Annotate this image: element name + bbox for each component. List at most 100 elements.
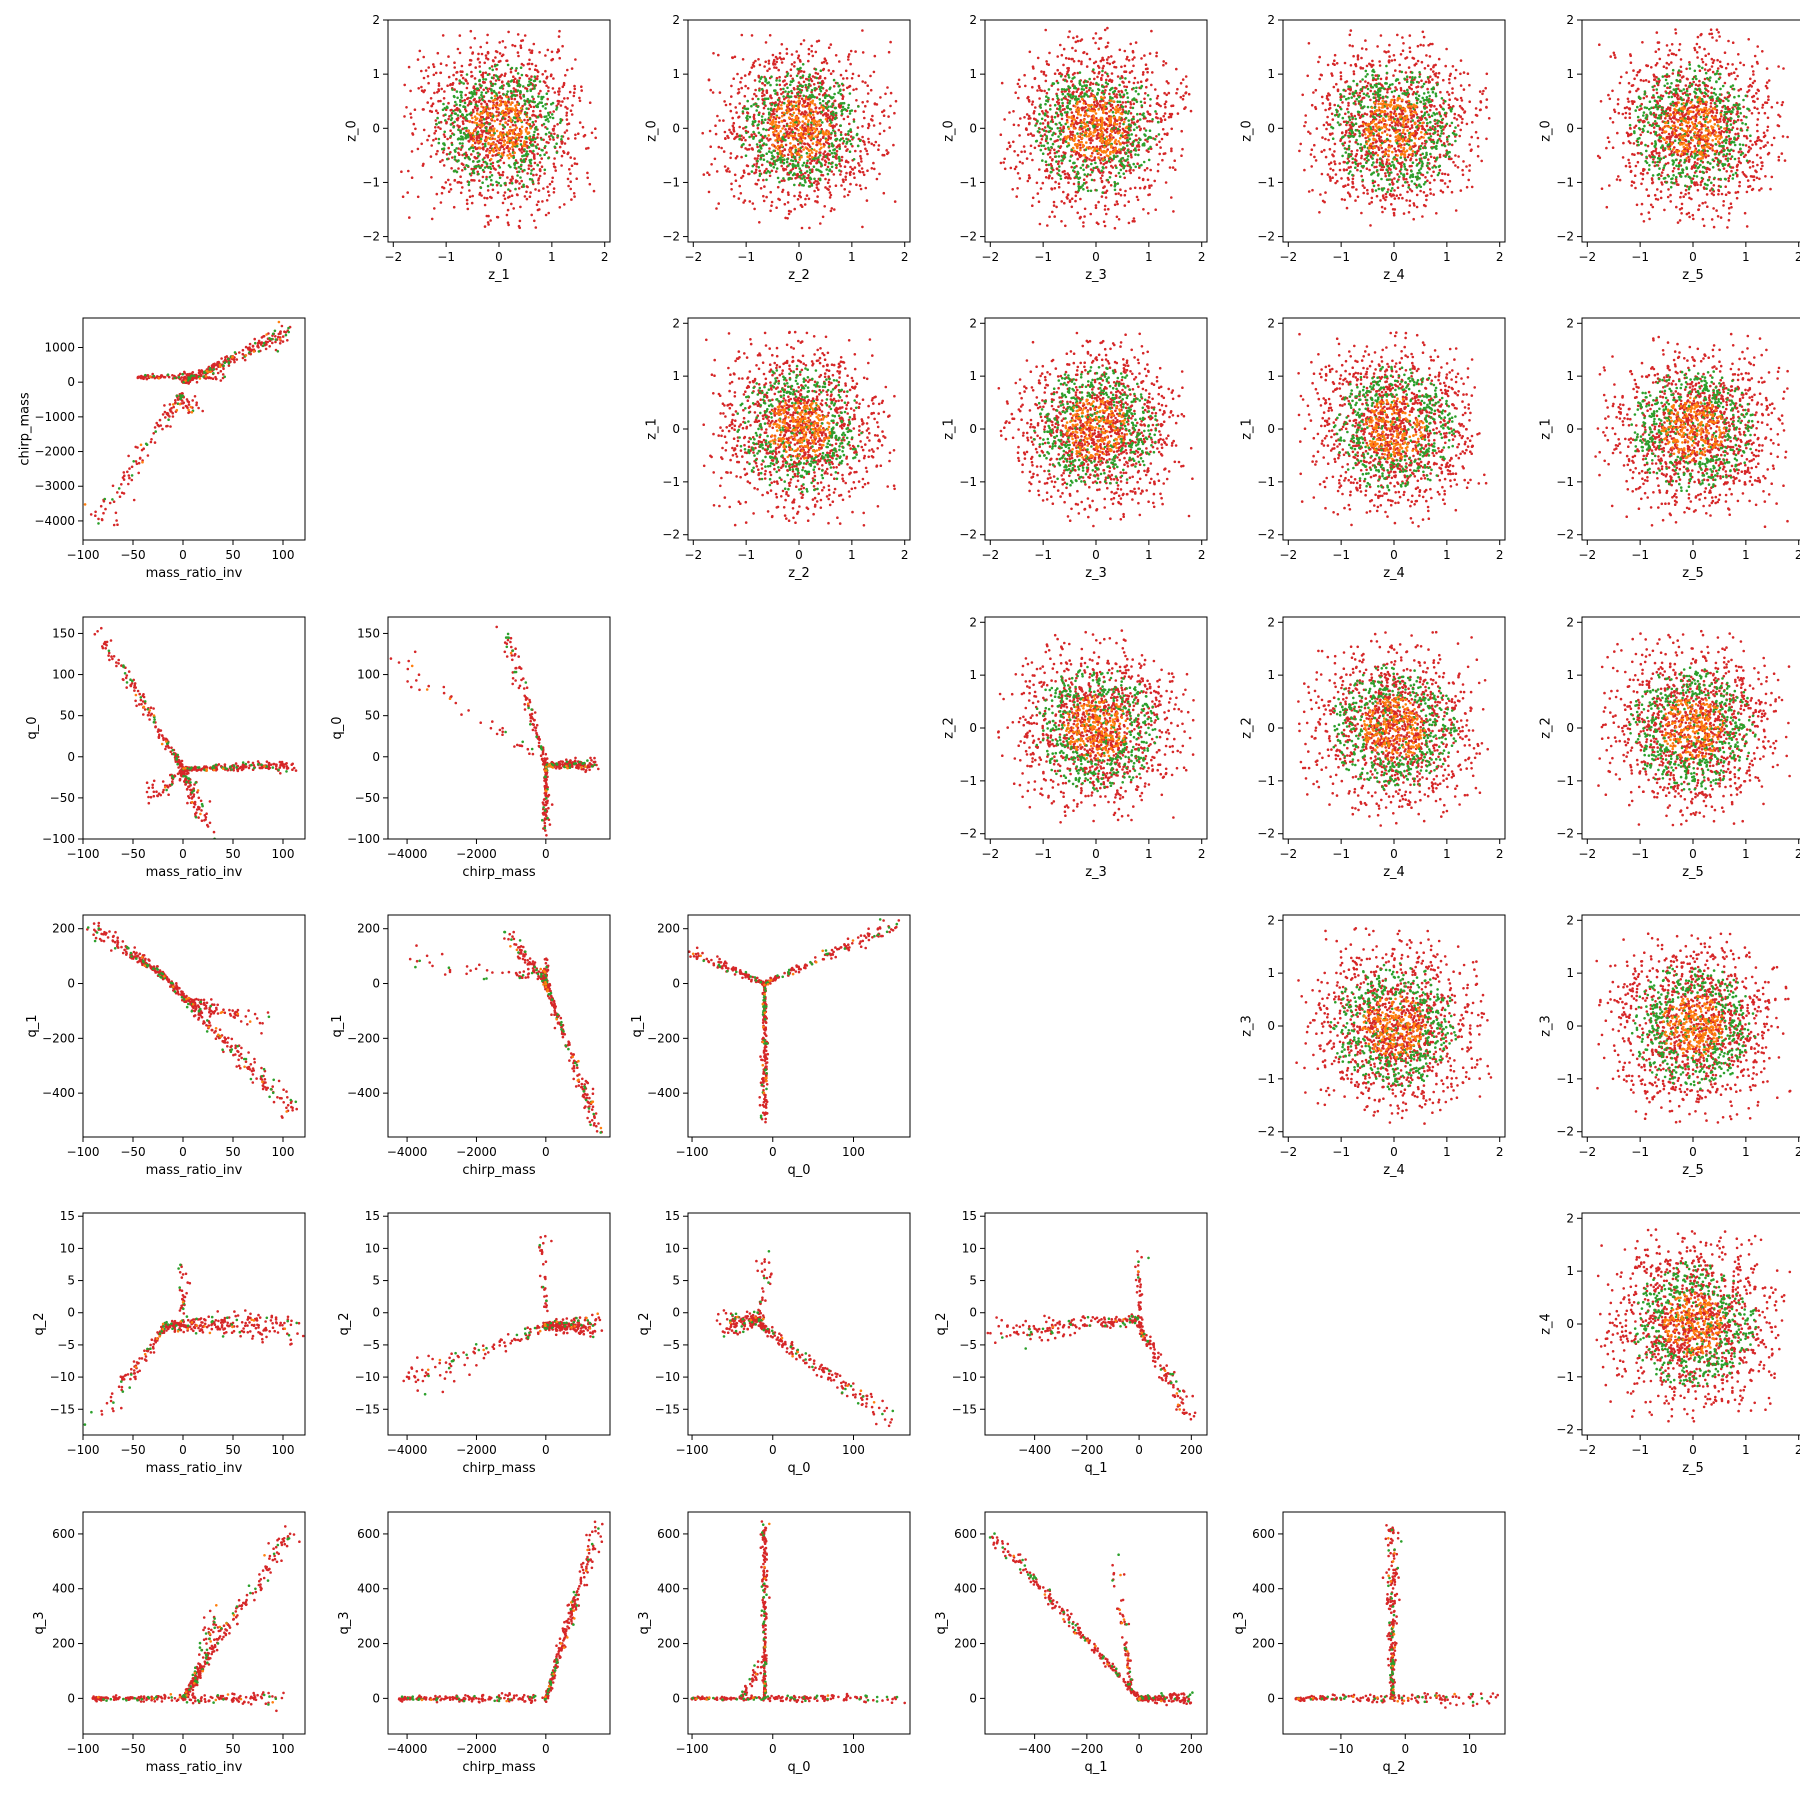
scatter-point	[573, 87, 577, 91]
scatter-point	[819, 69, 823, 72]
scatter-point	[737, 115, 741, 119]
scatter-point	[866, 126, 870, 130]
scatter-point	[481, 71, 485, 75]
scatter-point	[1055, 112, 1058, 115]
scatter-point	[769, 116, 772, 119]
scatter-point	[787, 90, 790, 94]
scatter-point	[484, 86, 488, 90]
scatter-point	[792, 125, 795, 128]
scatter-point	[495, 149, 498, 152]
scatter-point	[1134, 149, 1138, 152]
scatter-point	[473, 91, 476, 95]
scatter-point	[452, 125, 455, 129]
scatter-point	[540, 115, 543, 119]
scatter-point	[801, 74, 805, 77]
scatter-point	[1014, 165, 1018, 169]
scatter-point	[476, 107, 480, 110]
scatter-point	[517, 117, 520, 121]
scatter-point	[830, 170, 834, 173]
scatter-point	[1132, 139, 1136, 143]
scatter-point	[483, 61, 487, 65]
scatter-point	[834, 152, 837, 155]
scatter-point	[798, 175, 801, 179]
scatter-point	[1066, 193, 1070, 197]
scatter-point	[1097, 200, 1100, 204]
scatter-point	[741, 110, 745, 113]
scatter-point	[1101, 67, 1105, 70]
scatter-point	[1097, 47, 1101, 50]
scatter-point	[808, 157, 812, 161]
scatter-point	[1135, 126, 1139, 129]
scatter-point	[802, 161, 806, 165]
scatter-point	[441, 108, 445, 112]
scatter-point	[525, 197, 529, 201]
scatter-point	[450, 117, 454, 120]
scatter-point	[442, 142, 445, 145]
scatter-point	[1099, 159, 1102, 162]
scatter-point	[522, 144, 525, 148]
scatter-point	[814, 50, 818, 54]
scatter-point	[799, 76, 802, 80]
scatter-point	[737, 88, 740, 91]
scatter-point	[479, 186, 483, 190]
scatter-point	[522, 64, 525, 67]
scatter-point	[452, 205, 456, 209]
scatter-point	[478, 179, 481, 182]
scatter-point	[459, 110, 462, 113]
scatter-point	[805, 151, 809, 155]
scatter-point	[1134, 41, 1138, 44]
scatter-point	[1077, 189, 1080, 192]
scatter-point	[1127, 200, 1130, 203]
scatter-point	[802, 99, 805, 103]
scatter-point	[1128, 169, 1131, 172]
scatter-point	[1071, 130, 1075, 134]
scatter-point	[486, 184, 490, 188]
scatter-point	[999, 133, 1003, 136]
scatter-point	[530, 164, 533, 168]
scatter-point	[769, 209, 772, 213]
scatter-point	[486, 114, 490, 117]
scatter-point	[416, 195, 420, 199]
scatter-point	[856, 144, 860, 148]
scatter-point	[762, 121, 765, 124]
scatter-point	[745, 131, 748, 135]
scatter-point	[418, 49, 422, 53]
scatter-point	[1151, 118, 1154, 121]
scatter-point	[1115, 200, 1119, 203]
scatter-point	[461, 113, 464, 116]
scatter-point	[1154, 208, 1157, 211]
scatter-point	[506, 123, 510, 126]
scatter-point	[1067, 73, 1070, 77]
scatter-point	[1174, 168, 1177, 171]
scatter-point	[827, 136, 831, 139]
scatter-point	[799, 42, 803, 46]
scatter-point	[1109, 184, 1113, 187]
scatter-point	[841, 142, 845, 145]
scatter-point	[847, 106, 850, 110]
scatter-point	[882, 153, 886, 157]
scatter-point	[743, 105, 746, 108]
scatter-point	[770, 102, 774, 106]
scatter-point	[1099, 153, 1103, 157]
scatter-point	[776, 98, 780, 102]
scatter-point	[532, 149, 535, 153]
scatter-point	[1104, 71, 1107, 74]
scatter-point	[517, 79, 521, 83]
scatter-point	[1102, 92, 1106, 96]
scatter-point	[762, 199, 766, 203]
scatter-point	[865, 149, 868, 153]
scatter-point	[830, 112, 833, 115]
scatter-point	[569, 109, 573, 112]
scatter-point	[501, 53, 505, 57]
scatter-point	[486, 156, 490, 159]
scatter-point	[431, 102, 435, 105]
scatter-point	[1119, 151, 1122, 155]
scatter-point	[508, 195, 511, 198]
scatter-point	[1006, 147, 1009, 151]
scatter-point	[830, 131, 833, 135]
scatter-point	[573, 84, 576, 88]
scatter-point	[483, 142, 487, 146]
scatter-point	[826, 165, 830, 169]
scatter-point	[787, 153, 790, 156]
